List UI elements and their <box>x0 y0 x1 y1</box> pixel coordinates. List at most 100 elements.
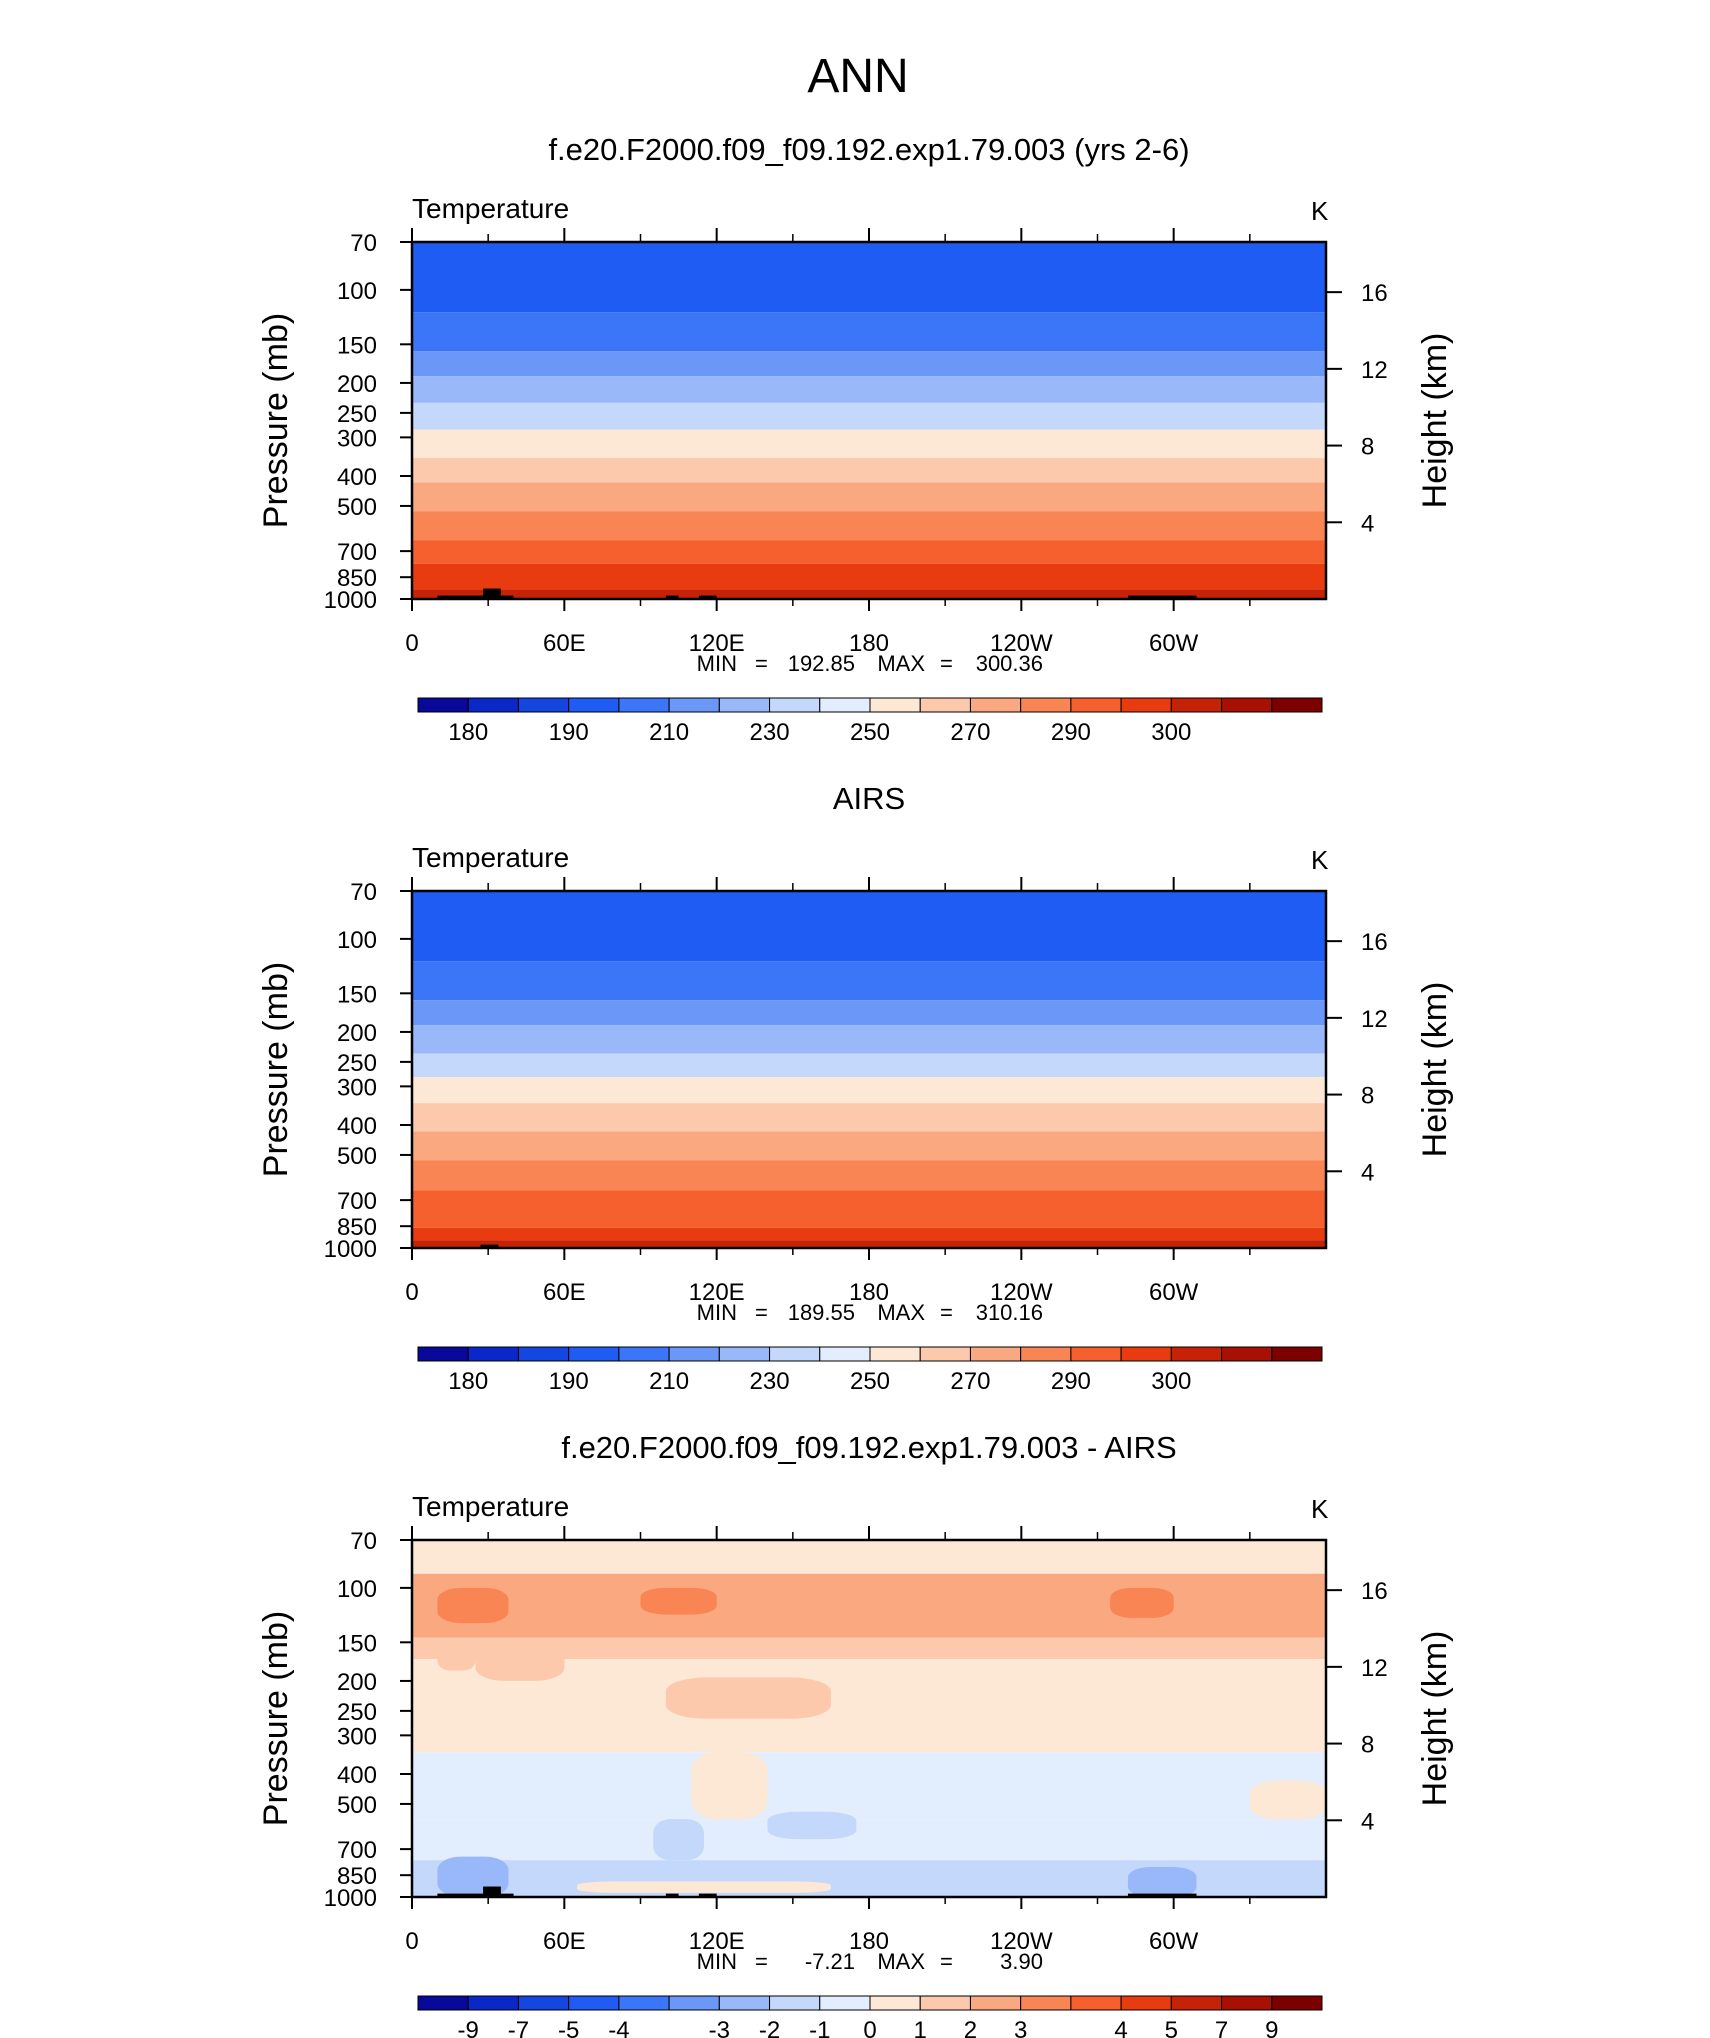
y2-tick-label: 16 <box>1361 929 1388 956</box>
colorbar-label: 270 <box>950 1368 990 1395</box>
colorbar-swatch <box>1221 697 1273 713</box>
variable-label: Temperature <box>412 193 569 224</box>
y-tick-label: 250 <box>337 401 377 428</box>
y-tick-label: 150 <box>337 981 377 1008</box>
contour-patch <box>1110 1587 1174 1618</box>
x-tick-label: 120W <box>990 1279 1053 1306</box>
y-tick-label: 70 <box>350 230 377 257</box>
y-tick-label: 500 <box>337 1143 377 1170</box>
y-tick-label: 300 <box>337 1074 377 1101</box>
y-tick-label: 700 <box>337 1837 377 1864</box>
colorbar-label: 4 <box>1114 2017 1127 2038</box>
y2-tick-label: 12 <box>1361 357 1388 384</box>
min-equals: = <box>755 1300 768 1325</box>
max-equals: = <box>940 1300 953 1325</box>
colorbar-label: 7 <box>1215 2017 1228 2038</box>
colorbar-label: 250 <box>850 1368 890 1395</box>
colorbar-swatch <box>769 697 821 713</box>
contour-patch <box>691 1752 768 1820</box>
colorbar-swatch <box>568 1995 620 2011</box>
terrain-mask <box>698 595 717 599</box>
contour-band <box>412 312 1326 352</box>
colorbar-label: 270 <box>950 719 990 746</box>
contour-band <box>412 242 1326 313</box>
y2-tick-label: 12 <box>1361 1655 1388 1682</box>
contour-band <box>412 458 1326 483</box>
colorbar-swatch <box>819 1995 871 2011</box>
colorbar-swatch <box>819 697 871 713</box>
colorbar-swatch <box>969 697 1022 713</box>
contour-band <box>412 402 1326 430</box>
colorbar-label: 290 <box>1051 1368 1091 1395</box>
terrain-mask <box>665 595 679 599</box>
contour-patch <box>437 1587 509 1624</box>
x-tick-label: 120E <box>689 630 745 657</box>
colorbar-swatch <box>869 697 921 713</box>
x-tick-label: 180 <box>849 1279 889 1306</box>
x-tick-label: 0 <box>405 630 418 657</box>
y-axis-title: Pressure (mb) <box>257 313 295 528</box>
colorbar-label: 180 <box>448 1368 488 1395</box>
units-label: K <box>1311 845 1329 875</box>
colorbar-label: 9 <box>1265 2017 1278 2038</box>
terrain-mask <box>437 1893 514 1897</box>
colorbar-swatch <box>718 1346 771 1362</box>
max-equals: = <box>940 651 953 676</box>
y-tick-label: 400 <box>337 1113 377 1140</box>
contour-band <box>412 540 1326 564</box>
colorbar-swatch <box>1170 1995 1223 2011</box>
y2-axis-title: Height (km) <box>1416 1631 1454 1807</box>
y2-tick-label: 8 <box>1361 1732 1374 1759</box>
y-tick-label: 850 <box>337 1214 377 1241</box>
panel-title: f.e20.F2000.f09_f09.192.exp1.79.003 (yrs… <box>548 132 1189 167</box>
colorbar-label: -3 <box>709 2017 730 2038</box>
colorbar-swatch <box>417 697 469 713</box>
colorbar-swatch <box>517 697 570 713</box>
x-tick-label: 180 <box>849 630 889 657</box>
colorbar-label: 230 <box>750 719 790 746</box>
colorbar-swatch <box>618 1346 670 1362</box>
colorbar-label: -5 <box>558 2017 579 2038</box>
panel-title: f.e20.F2000.f09_f09.192.exp1.79.003 - AI… <box>561 1430 1176 1465</box>
max-label: MAX <box>877 1949 925 1974</box>
colorbar-swatch <box>1070 697 1122 713</box>
colorbar-label: 250 <box>850 719 890 746</box>
chart-panel-3: f.e20.F2000.f09_f09.192.exp1.79.003 - AI… <box>257 1430 1454 2038</box>
contour-band <box>412 1000 1326 1026</box>
colorbar-swatch <box>919 697 971 713</box>
max-value: 310.16 <box>976 1300 1043 1325</box>
y2-axis-title: Height (km) <box>1416 333 1454 509</box>
contour-band <box>412 429 1326 459</box>
contour-band <box>412 1240 1326 1248</box>
colorbar-swatch <box>568 697 620 713</box>
contour-band <box>412 1659 1326 1753</box>
contour-band <box>412 1227 1326 1241</box>
panel-title: AIRS <box>833 781 905 816</box>
colorbar-label: 2 <box>964 2017 977 2038</box>
colorbar-swatch <box>969 1995 1022 2011</box>
contour-band <box>412 1637 1326 1660</box>
colorbar-label: 300 <box>1151 1368 1191 1395</box>
contour-patch <box>767 1811 857 1840</box>
contour-band <box>412 1752 1326 1820</box>
x-tick-label: 120E <box>689 1928 745 1955</box>
colorbar-swatch <box>668 1995 720 2011</box>
contour-patch <box>640 1587 717 1615</box>
y-tick-label: 1000 <box>324 1885 377 1912</box>
colorbar-swatch <box>869 1346 921 1362</box>
contour-band <box>412 891 1326 962</box>
colorbar-label: -9 <box>458 2017 479 2038</box>
colorbar-label: 190 <box>549 719 589 746</box>
y-tick-label: 100 <box>337 1576 377 1603</box>
colorbar-label: 190 <box>549 1368 589 1395</box>
colorbar-label: 180 <box>448 719 488 746</box>
x-tick-label: 120W <box>990 630 1053 657</box>
colorbar-swatch <box>467 1995 519 2011</box>
y-tick-label: 100 <box>337 278 377 305</box>
min-value: 189.55 <box>788 1300 855 1325</box>
terrain-mask <box>1127 595 1197 599</box>
colorbar-label: 210 <box>649 1368 689 1395</box>
max-label: MAX <box>877 651 925 676</box>
colorbar-swatch <box>1221 1995 1273 2011</box>
max-label: MAX <box>877 1300 925 1325</box>
